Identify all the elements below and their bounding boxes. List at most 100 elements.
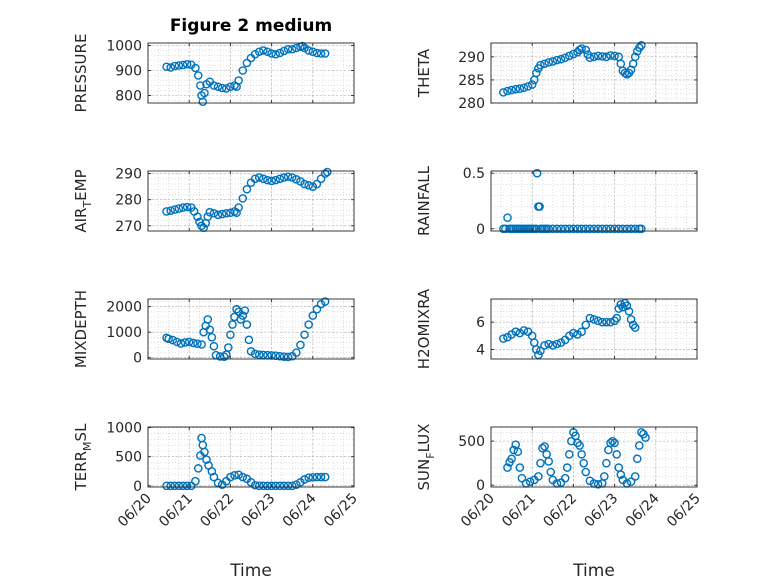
data-point	[209, 472, 219, 482]
data-point	[221, 208, 231, 218]
x-tick-label: 06/24	[280, 490, 320, 530]
data-point	[254, 47, 264, 57]
data-point	[213, 210, 223, 220]
data-point	[597, 224, 607, 234]
data-point	[589, 52, 599, 62]
data-point	[304, 181, 313, 190]
data-point	[205, 325, 215, 334]
data-point	[632, 454, 642, 464]
data-point	[569, 49, 578, 59]
data-point	[564, 51, 574, 61]
data-point	[283, 352, 293, 362]
x-tick-label: 06/25	[664, 491, 704, 531]
data-point	[637, 427, 646, 437]
data-point	[610, 51, 619, 61]
data-point	[254, 481, 264, 491]
subplot-rainfall: 0 0.5 RAINFALL	[415, 165, 698, 238]
y-tick-label: 900	[115, 64, 142, 80]
data-point	[166, 481, 175, 491]
data-point	[501, 224, 510, 234]
y-tick-label: 2000	[106, 300, 142, 316]
data-point	[226, 82, 235, 92]
data-point	[304, 46, 313, 55]
data-point	[164, 334, 173, 344]
data-point	[230, 471, 239, 480]
data-point	[630, 323, 640, 332]
data-point	[581, 467, 591, 477]
data-point	[593, 316, 603, 326]
data-point	[184, 337, 194, 347]
data-point	[552, 55, 562, 65]
data-point	[536, 346, 545, 356]
data-point	[202, 455, 211, 464]
y-axis-label: RAINFALL	[415, 165, 433, 236]
data-point	[228, 320, 237, 329]
data-point	[271, 175, 281, 185]
y-tick-label: 0	[133, 351, 142, 367]
y-tick-label: 0	[133, 479, 142, 495]
data-point	[579, 458, 589, 468]
data-point	[540, 341, 549, 350]
data-point	[562, 463, 572, 472]
axes-box	[147, 42, 355, 104]
data-point	[511, 327, 521, 337]
data-point	[279, 481, 289, 491]
data-point	[556, 54, 566, 64]
data-point	[585, 313, 595, 323]
data-point	[630, 472, 640, 481]
data-point	[244, 335, 254, 345]
y-axis-label: PRESSURE	[72, 34, 90, 113]
data-point	[199, 223, 208, 233]
x-tick-label: 06/25	[321, 491, 361, 531]
data-point	[279, 352, 289, 362]
y-tick-label: 1000	[106, 421, 142, 437]
data-point	[259, 350, 268, 360]
data-point	[536, 458, 545, 468]
data-point	[200, 447, 209, 457]
data-point	[509, 445, 518, 455]
data-point	[226, 208, 235, 218]
data-point	[635, 441, 644, 450]
data-point	[279, 173, 289, 182]
data-point	[534, 472, 543, 481]
data-point	[271, 481, 281, 491]
data-point	[283, 44, 293, 54]
data-point	[538, 443, 547, 453]
data-point	[259, 174, 268, 184]
data-point	[304, 473, 313, 482]
data-point	[316, 472, 326, 482]
data-point	[170, 61, 180, 71]
data-point	[234, 203, 243, 212]
subplot-h2omixra: 4 6 H2OMIXRA	[415, 288, 698, 369]
data-point	[250, 480, 260, 490]
y-tick-label: 290	[115, 167, 142, 183]
data-point	[178, 481, 188, 491]
y-tick-label: 500	[458, 434, 485, 450]
data-point	[513, 447, 523, 457]
data-point	[242, 58, 252, 68]
data-point	[178, 203, 188, 212]
data-point	[573, 224, 582, 234]
data-point	[577, 327, 586, 337]
data-point	[610, 224, 619, 234]
data-point	[581, 320, 591, 330]
data-point	[242, 320, 252, 329]
data-point	[525, 477, 535, 487]
subplot-mixdepth: 0 1000 2000 MIXDEPTH	[72, 290, 355, 368]
data-point	[263, 175, 272, 185]
data-point	[585, 53, 595, 63]
data-point	[606, 51, 615, 60]
data-point	[193, 464, 203, 473]
data-point	[630, 224, 640, 234]
data-point	[174, 481, 184, 491]
data-point	[180, 338, 190, 347]
data-point	[242, 184, 252, 194]
data-point	[287, 481, 297, 491]
y-axis-label: SUNFLUX	[415, 424, 437, 491]
data-point	[238, 66, 248, 75]
data-point	[532, 224, 541, 234]
data-point	[577, 44, 586, 53]
y-tick-label: 500	[115, 450, 142, 466]
data-point	[162, 62, 171, 72]
